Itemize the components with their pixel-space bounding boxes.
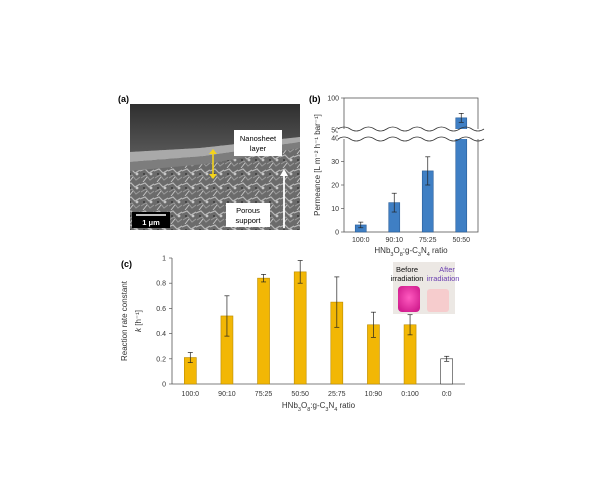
ytick-label-b: 40 [331, 136, 339, 143]
ytick-label-c: 0.4 [156, 331, 166, 338]
sem-image: Nanosheet layer Porous support 1 μm [130, 104, 300, 230]
porous-label-line2: support [235, 216, 261, 225]
porous-label-box [226, 203, 270, 227]
porous-label-line1: Porous [236, 206, 260, 215]
x-axis-title-b-part: HNb [374, 246, 391, 255]
xtick-label-c: 100:0 [182, 391, 200, 398]
plot-frame-b [343, 97, 479, 233]
inset-before-line2: irradiation [391, 274, 424, 283]
y-axis-title-b: Permeance [L m⁻² h⁻¹ bar⁻¹] [313, 114, 322, 216]
y-axis-unit-text: [h⁻¹] [134, 310, 143, 328]
ytick-label-c: 0.2 [156, 356, 166, 363]
inset-after-line2: irradiation [427, 274, 460, 283]
inset-before-line1: Before [396, 265, 418, 274]
ytick-label-b: 20 [331, 183, 339, 190]
x-axis-title-b-part: N [421, 246, 427, 255]
x-axis-title-c: HNb3O8:g-C3N4 ratio [282, 401, 356, 413]
vial-after [427, 289, 449, 312]
xtick-label-c: 10:90 [365, 391, 383, 398]
xtick-label-c: 75:25 [255, 391, 273, 398]
nanosheet-label-line2: layer [250, 144, 267, 153]
xtick-label-c: 50:50 [291, 391, 309, 398]
ytick-label-b: 50 [331, 128, 339, 135]
xtick-label-c: 0:0 [442, 391, 452, 398]
ytick-label-b: 30 [331, 159, 339, 166]
bar-c [257, 277, 270, 385]
panel-a-label: (a) [118, 94, 129, 104]
y-axis-title-c: Reaction rate constant [120, 280, 129, 361]
nanosheet-label-box [234, 130, 282, 156]
vial-before [398, 286, 420, 312]
panel-c-label: (c) [121, 259, 132, 269]
y-axis-k-symbol: k [134, 327, 143, 332]
xtick-label-c: 90:10 [218, 391, 236, 398]
x-axis-title-b-part: O [393, 246, 399, 255]
ytick-label-c: 1 [162, 256, 166, 263]
x-axis-title-c-part: HNb [282, 401, 299, 410]
x-axis-title-c-part: ratio [337, 401, 355, 410]
x-axis-title-b-part: 8 [400, 252, 403, 258]
x-axis-title-c-part: 8 [307, 407, 310, 413]
ytick-label-c: 0.8 [156, 281, 166, 288]
chart-c: 100:0 90:10 75:25 50:50 25:75 10:90 0:100 0:0 0 0… [120, 256, 465, 413]
x-axis-title-c-part: N [328, 401, 334, 410]
ytick-label-b: 100 [327, 96, 339, 103]
x-axis-title-b-part: 4 [427, 252, 430, 258]
x-axis-title-c-part: :g-C [310, 401, 325, 410]
ytick-label-b: 10 [331, 206, 339, 213]
ytick-label-b: 0 [335, 230, 339, 237]
xtick-label-c: 25:75 [328, 391, 346, 398]
irradiation-inset-photo: Before irradiation After irradiation [391, 262, 460, 314]
axis-break-line [337, 136, 485, 142]
x-axis-title-b-part: :g-C [403, 246, 418, 255]
xtick-label-b: 100:0 [352, 237, 370, 244]
x-axis-title-b-part: 3 [418, 252, 421, 258]
scalebar-box [132, 212, 170, 228]
xtick-label-b: 75:25 [419, 237, 437, 244]
x-axis-title-c-part: 4 [334, 407, 337, 413]
xtick-label-b: 90:10 [385, 237, 403, 244]
xtick-label-b: 50:50 [452, 237, 470, 244]
inset-after-line1: After [439, 265, 455, 274]
x-axis-title-b-part: ratio [430, 246, 448, 255]
x-axis-title-c-part: O [301, 401, 307, 410]
y-axis-unit-c: k [h⁻¹] [134, 310, 143, 332]
x-axis-title-c-part: 3 [325, 407, 328, 413]
panel-b-label: (b) [309, 94, 321, 104]
bar-c [440, 358, 453, 385]
x-axis-title-c-part: 3 [298, 407, 301, 413]
axis-break-band [338, 129, 484, 139]
bar-c [293, 271, 307, 385]
nanosheet-label-line1: Nanosheet [240, 134, 277, 143]
xtick-label-c: 0:100 [401, 391, 419, 398]
x-axis-title-b-part: 3 [390, 252, 393, 258]
ytick-label-c: 0.6 [156, 306, 166, 313]
axis-break-line [337, 126, 485, 132]
ytick-label-c: 0 [162, 382, 166, 389]
x-axis-title-b: HNb3O8:g-C3N4 ratio [374, 246, 448, 258]
scalebar-label: 1 μm [142, 218, 160, 227]
